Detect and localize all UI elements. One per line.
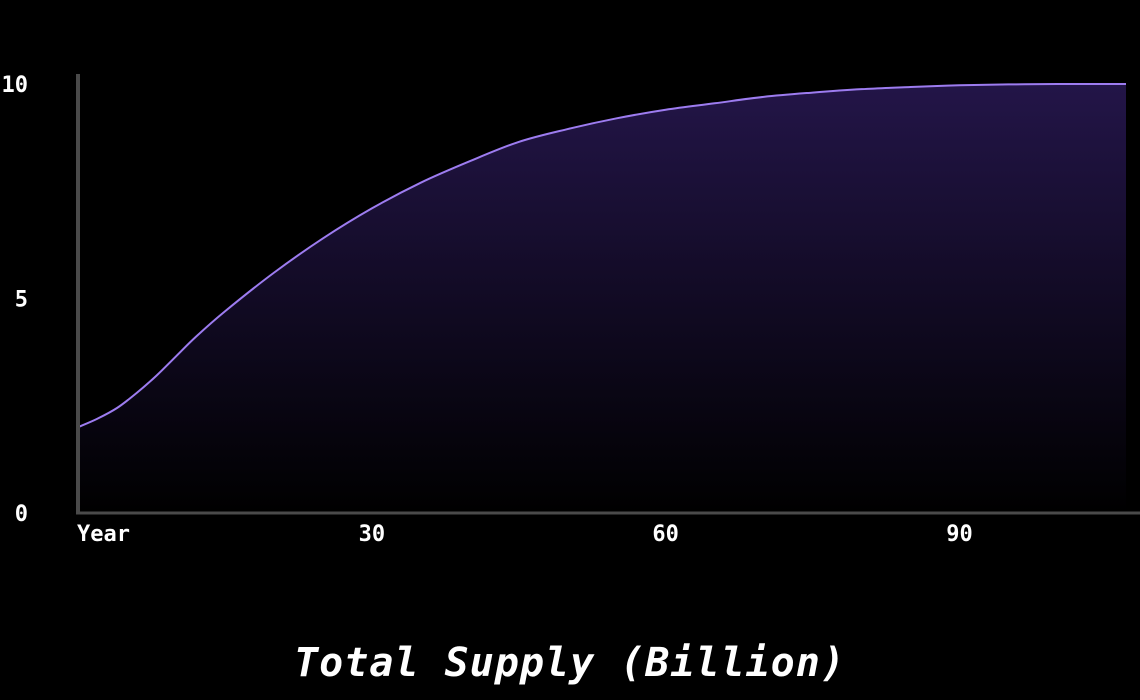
supply-area-fill	[78, 83, 1126, 514]
x-tick-label: Year	[77, 522, 130, 547]
y-tick-label: 10	[2, 73, 29, 98]
x-tick-label: 30	[359, 522, 386, 547]
supply-series-line	[77, 82, 1127, 429]
x-tick-label: 60	[652, 522, 679, 547]
chart-title: Total Supply (Billion)	[294, 640, 846, 686]
y-tick-label: 0	[15, 502, 28, 527]
x-tick-label: 90	[946, 522, 973, 547]
y-tick-label: 5	[15, 288, 28, 313]
area-chart: 0 5 10 Year 30 60 90	[2, 73, 1140, 547]
